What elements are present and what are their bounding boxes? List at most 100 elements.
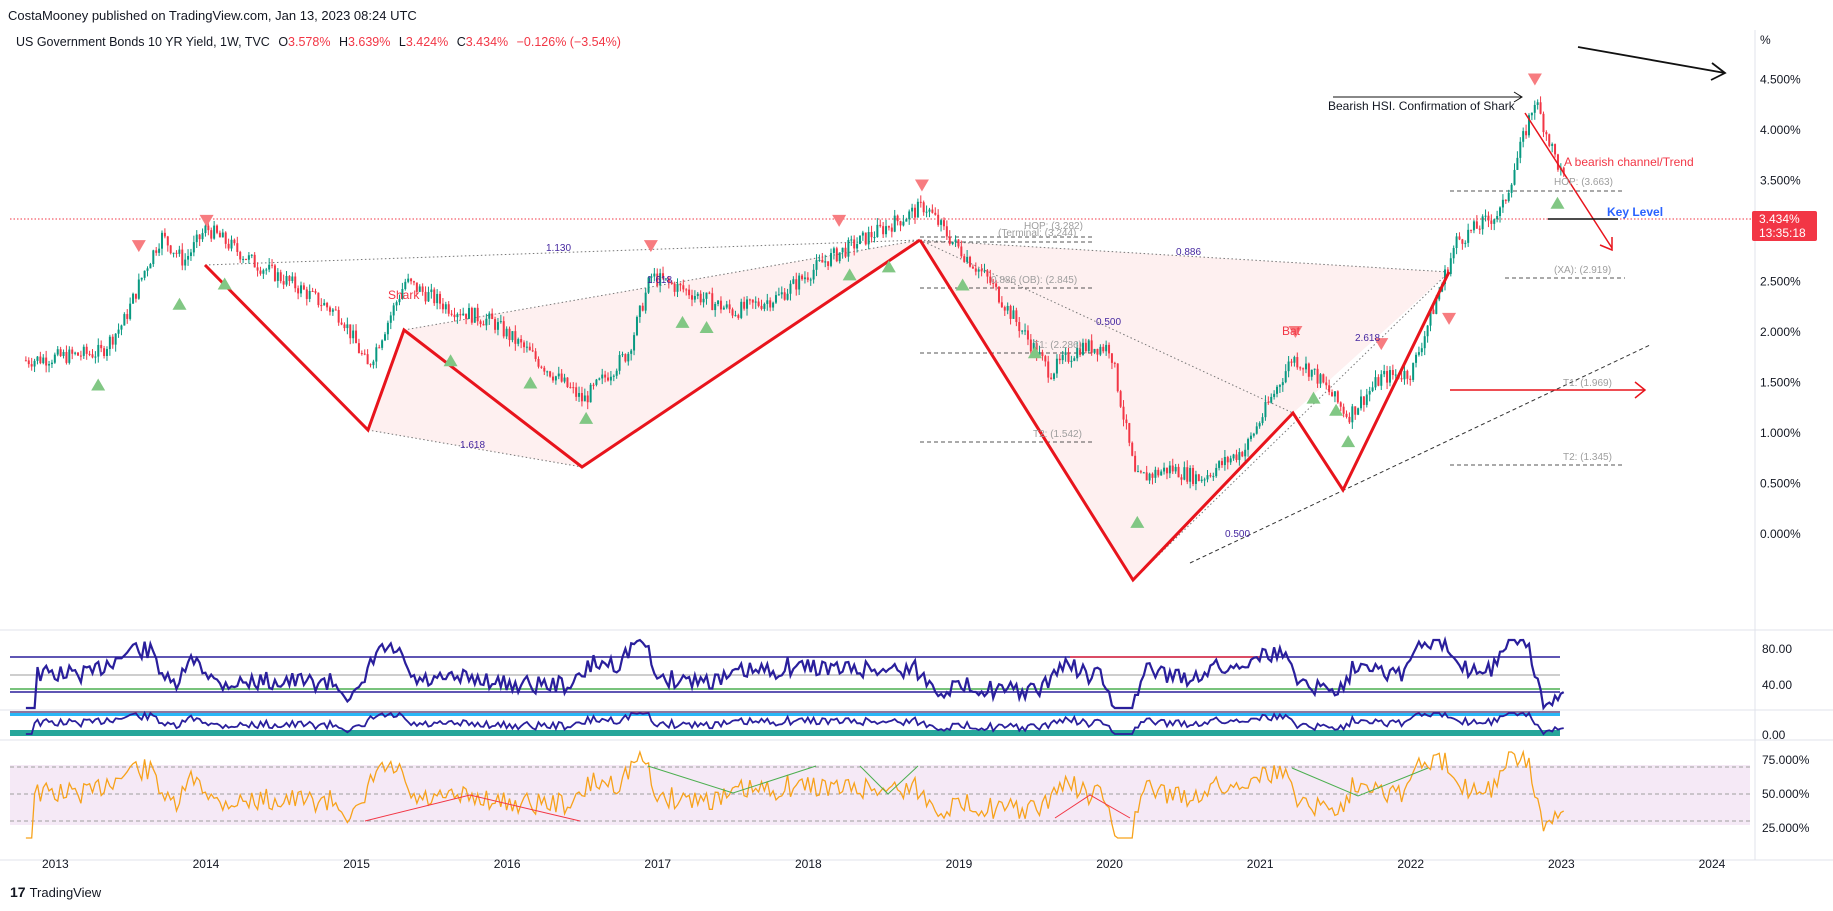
candle-body-453 (1336, 391, 1339, 403)
candle-body-211 (635, 317, 638, 336)
candle-body-117 (363, 353, 366, 355)
candle-body-157 (479, 321, 482, 324)
candle-body-230 (690, 295, 693, 300)
outlook-arrow (1577, 46, 1726, 74)
candle-body-437 (1290, 361, 1293, 363)
candle-body-93 (294, 276, 297, 289)
fractal-up-16 (699, 320, 714, 333)
candle-body-21 (85, 346, 88, 354)
candle-body-330 (980, 269, 983, 272)
candle-body-74 (239, 251, 242, 260)
candle-body-408 (1206, 475, 1209, 480)
candle-body-255 (763, 303, 766, 309)
candle-body-3 (33, 360, 36, 367)
time-tick-label: 2024 (1699, 857, 1726, 871)
candle-body-125 (386, 322, 389, 335)
candle-body-485 (1429, 309, 1432, 326)
candle-body-83 (265, 269, 268, 271)
candle-body-131 (404, 281, 407, 290)
candle-body-217 (653, 273, 656, 277)
candle-body-445 (1313, 368, 1316, 370)
candle-body-498 (1467, 229, 1470, 243)
candle-body-406 (1200, 479, 1203, 481)
candle-body-327 (971, 266, 974, 269)
brand-footer[interactable]: 17 TradingView (10, 884, 101, 900)
fractal-up-15 (675, 315, 690, 328)
fractal-up-19 (955, 278, 970, 291)
fractal-up-22 (1306, 391, 1321, 404)
candle-body-385 (1139, 471, 1142, 473)
candle-body-22 (88, 353, 91, 355)
candle-body-76 (244, 258, 247, 260)
candle-body-212 (638, 305, 641, 318)
candle-body-19 (79, 355, 82, 357)
candle-body-294 (876, 224, 879, 238)
candle-body-269 (803, 277, 806, 280)
candle-body-469 (1383, 370, 1386, 375)
candle-body-185 (560, 373, 563, 382)
candle-body-165 (502, 321, 505, 337)
candle-body-429 (1267, 401, 1270, 403)
candle-body-296 (882, 226, 885, 235)
candle-body-26 (100, 344, 103, 349)
fractal-down-2 (643, 240, 658, 253)
fractal-down-3 (832, 214, 847, 227)
candle-body-331 (983, 270, 986, 272)
candle-body-171 (520, 339, 523, 343)
candle-body-420 (1241, 452, 1244, 457)
candle-body-43 (149, 264, 152, 269)
candle-body-467 (1377, 377, 1380, 386)
fractal-up-25 (1550, 196, 1565, 209)
candle-body-432 (1276, 386, 1279, 394)
candle-body-344 (1021, 330, 1024, 332)
price-axis[interactable]: 0.000%0.500%1.000%1.500%2.000%2.500%3.00… (1760, 73, 1801, 542)
candle-body-293 (873, 237, 876, 239)
candle-body-353 (1047, 361, 1050, 378)
candle-body-135 (415, 282, 418, 292)
candle-body-449 (1325, 382, 1328, 386)
candle-body-28 (105, 349, 108, 357)
time-tick-label: 2022 (1397, 857, 1424, 871)
candle-body-101 (317, 292, 320, 306)
candle-body-148 (453, 314, 456, 318)
candle-body-308 (916, 201, 919, 218)
candle-body-141 (433, 289, 436, 304)
candle-body-457 (1348, 416, 1351, 423)
candle-body-518 (1525, 131, 1528, 136)
candle-body-333 (989, 276, 992, 283)
level-label-t2-shark: T2: (1.542) (1033, 429, 1082, 440)
candle-body-425 (1255, 426, 1258, 434)
shark-zigzag (203, 238, 921, 469)
candle-body-235 (705, 292, 708, 299)
candle-body-384 (1137, 471, 1140, 473)
candle-body-147 (450, 313, 453, 315)
candle-body-149 (456, 314, 459, 318)
candle-body-17 (74, 352, 77, 354)
candle-body-15 (68, 349, 71, 363)
candle-body-282 (841, 247, 844, 253)
candle-body-390 (1154, 469, 1157, 478)
candle-body-339 (1006, 305, 1009, 311)
candle-body-4 (36, 356, 39, 361)
close-label: C (456, 35, 466, 49)
candle-body-122 (378, 347, 381, 349)
candle-body-317 (942, 220, 945, 227)
time-axis[interactable]: 2013 2014 2015 2016 2017 2018 2019 2020 2021 2022… (42, 857, 1726, 871)
candle-body-152 (465, 313, 468, 319)
candle-body-451 (1331, 392, 1334, 397)
candle-body-145 (444, 304, 447, 310)
candle-body-29 (108, 336, 111, 350)
ratio-label-4: 0.886 (1176, 247, 1201, 258)
candle-body-228 (685, 289, 688, 291)
candle-body-66 (216, 225, 219, 233)
candle-body-206 (621, 354, 624, 356)
candle-body-160 (488, 313, 491, 319)
candle-body-126 (389, 315, 392, 323)
candle-body-194 (586, 395, 589, 403)
candle-body-18 (77, 352, 80, 356)
candle-body-265 (792, 279, 795, 284)
level-label-hop-shark: HOP: (3.282) (1024, 221, 1083, 232)
candle-body-59 (195, 234, 198, 243)
candle-body-508 (1496, 216, 1499, 220)
